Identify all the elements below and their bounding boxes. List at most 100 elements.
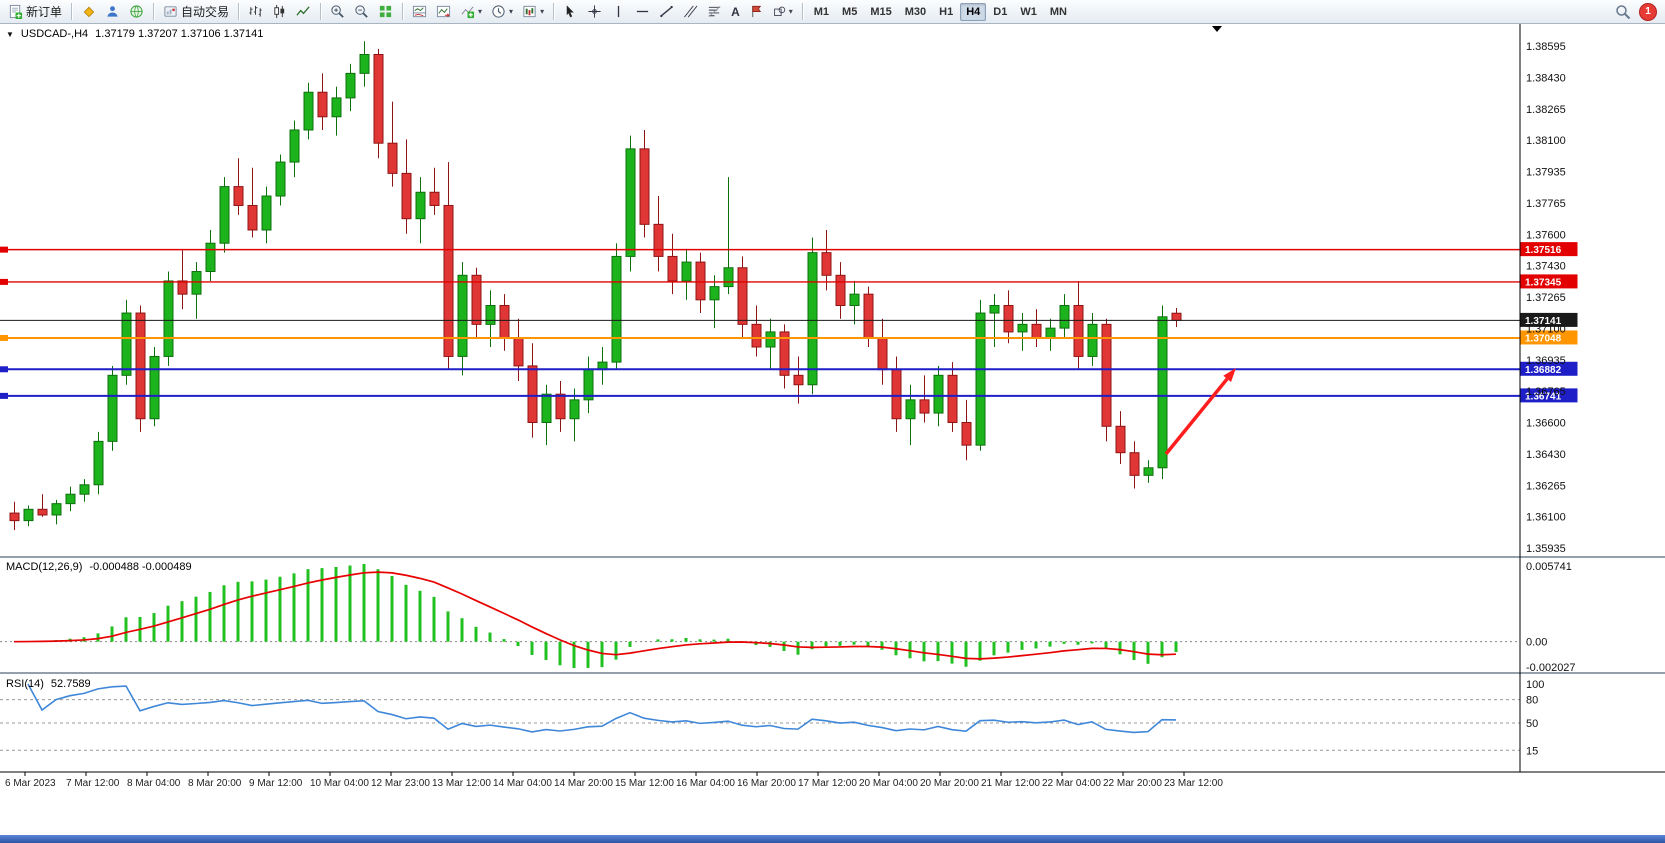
- price-axis-label: 1.36765: [1526, 386, 1566, 398]
- indicator-window-icon: [412, 4, 427, 19]
- indicator-window-button[interactable]: [408, 2, 431, 22]
- pane-sash[interactable]: [0, 672, 1665, 674]
- tile-windows-button[interactable]: [374, 2, 397, 22]
- crosshair-tool-button[interactable]: [583, 2, 606, 22]
- chevron-down-icon: ▾: [478, 6, 483, 16]
- timeframe-group: M1 M5 M15 M30 H1 H4 D1 W1 MN: [808, 2, 1073, 21]
- candle-body: [289, 129, 300, 163]
- candle-body: [219, 186, 230, 244]
- chart-window: 1.37516 1.37345 1.37141 1.37048 1.36882 1.367…: [0, 24, 1665, 790]
- time-axis-label: 21 Mar 12:00: [981, 778, 1040, 789]
- text-tool-button[interactable]: A: [727, 2, 744, 22]
- candle-body: [793, 374, 804, 386]
- zoom-out-button[interactable]: [350, 2, 373, 22]
- indicators-plus-icon: [460, 4, 475, 19]
- trend-arrow[interactable]: [1164, 377, 1229, 456]
- time-axis-label: 6 Mar 2023: [5, 778, 56, 789]
- candle-body: [345, 72, 356, 99]
- price-tag-label: 1.36741: [1525, 391, 1562, 402]
- timeframe-button-m30[interactable]: M30: [904, 5, 927, 18]
- bar-chart-button[interactable]: [244, 2, 267, 22]
- chart-canvas[interactable]: 1.37516 1.37345 1.37141 1.37048 1.36882 1.367…: [0, 24, 1665, 790]
- auto-trading-icon: [163, 4, 178, 19]
- globe-icon: [129, 4, 144, 19]
- label-tool-button[interactable]: [745, 2, 768, 22]
- price-axis-label: 1.38100: [1526, 135, 1566, 147]
- auto-trading-button[interactable]: 自动交易: [159, 2, 233, 22]
- pane-sash[interactable]: [0, 556, 1665, 558]
- price-tag-label: 1.36882: [1525, 365, 1562, 376]
- rsi-axis-label: 50: [1526, 718, 1538, 730]
- candle-body: [261, 195, 272, 231]
- price-axis-label: 1.37265: [1526, 292, 1566, 304]
- market-watch-button[interactable]: [77, 2, 100, 22]
- price-axis-label: 1.36100: [1526, 512, 1566, 524]
- time-axis-label: 8 Mar 20:00: [188, 778, 242, 789]
- candle-body: [177, 280, 188, 295]
- candle-body: [821, 252, 832, 276]
- main-toolbar: 新订单 自动交易: [0, 0, 1665, 24]
- globe-button[interactable]: [125, 2, 148, 22]
- candle-body: [121, 312, 132, 376]
- candle-body: [849, 293, 860, 306]
- line-chart-button[interactable]: [292, 2, 315, 22]
- templates-button[interactable]: ▾: [518, 2, 548, 22]
- timeframe-button-m15[interactable]: M15: [870, 5, 892, 18]
- indicators-button[interactable]: ▾: [456, 2, 486, 22]
- candle-body: [709, 286, 720, 301]
- vertical-line-icon: [611, 4, 626, 19]
- timeframe-button-d1[interactable]: D1: [993, 5, 1008, 18]
- price-tag: [1520, 330, 1578, 345]
- candle-body: [79, 484, 90, 495]
- channel-tool-button[interactable]: [679, 2, 702, 22]
- time-axis-label: 20 Mar 20:00: [920, 778, 979, 789]
- periods-button[interactable]: ▾: [487, 2, 517, 22]
- timeframe-button-mn[interactable]: MN: [1049, 5, 1067, 18]
- candle-body: [401, 172, 412, 220]
- candle-body: [233, 186, 244, 206]
- candle-body: [191, 271, 202, 295]
- horizontal-line-tool-button[interactable]: [631, 2, 654, 22]
- zoom-in-button[interactable]: [326, 2, 349, 22]
- fibonacci-tool-button[interactable]: [703, 2, 726, 22]
- timeframe-button-h4[interactable]: H4: [960, 2, 987, 21]
- rsi-line: [27, 683, 1177, 734]
- timeframe-button-w1[interactable]: W1: [1020, 5, 1037, 18]
- chart-shift-button[interactable]: [432, 2, 455, 22]
- timeframe-button-h1[interactable]: H1: [939, 5, 954, 18]
- search-icon[interactable]: [1615, 4, 1631, 20]
- price-axis-label: 1.37765: [1526, 198, 1566, 210]
- time-axis-label: 13 Mar 12:00: [432, 778, 491, 789]
- notification-badge[interactable]: 1: [1639, 2, 1657, 21]
- candle-body: [1115, 425, 1126, 454]
- candle-body: [835, 274, 846, 306]
- cursor-tool-button[interactable]: [559, 2, 582, 22]
- rsi-value-label: 52.7589: [50, 678, 91, 690]
- candle-body: [429, 191, 440, 206]
- profile-button[interactable]: [101, 2, 124, 22]
- candle-body: [1101, 323, 1112, 427]
- new-order-button[interactable]: 新订单: [4, 2, 66, 22]
- candle-body: [415, 191, 426, 220]
- candle-body: [625, 148, 636, 257]
- candle-body: [877, 337, 888, 371]
- candlestick-chart-button[interactable]: [268, 2, 291, 22]
- vertical-line-tool-button[interactable]: [607, 2, 630, 22]
- candle-body: [513, 337, 524, 367]
- toolbar-right-group: 1: [1615, 2, 1661, 21]
- timeframe-button-m1[interactable]: M1: [813, 5, 830, 18]
- chevron-down-icon: ▾: [788, 6, 793, 16]
- candle-body: [65, 493, 76, 505]
- timeframe-button-m5[interactable]: M5: [842, 5, 858, 18]
- macd-axis-label: 0.005741: [1526, 561, 1572, 573]
- price-axis-label: 1.37100: [1526, 323, 1566, 335]
- candle-body: [499, 304, 510, 339]
- candle-body: [667, 255, 678, 282]
- trendline-tool-button[interactable]: [655, 2, 678, 22]
- candle-body: [1045, 327, 1056, 339]
- chart-collapse-icon[interactable]: ▼: [6, 29, 14, 39]
- candle-body: [527, 365, 538, 423]
- time-axis-label: 22 Mar 20:00: [1103, 778, 1162, 789]
- rsi-header: RSI(14) 52.7589: [6, 678, 91, 690]
- shapes-dropdown-button[interactable]: ▾: [769, 2, 797, 22]
